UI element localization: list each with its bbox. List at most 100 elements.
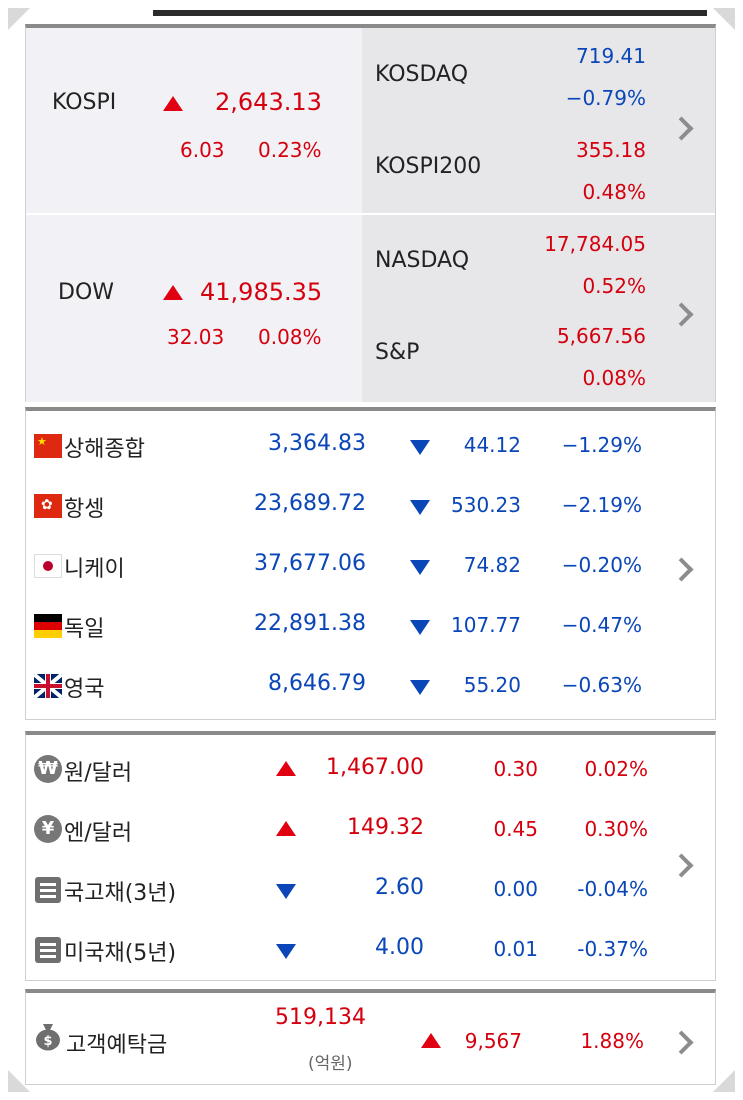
index-panel: KOSPI 2,643.13 6.03 0.23% KOSDAQ 719.41 …: [25, 24, 716, 402]
fx-value: 1,467.00: [326, 755, 424, 780]
nasdaq-label: NASDAQ: [375, 248, 470, 273]
global-value: 23,689.72: [254, 491, 366, 516]
kospi-block[interactable]: [26, 28, 362, 213]
down-arrow-icon: [410, 680, 430, 695]
global-change: 44.12: [463, 433, 521, 457]
global-name: 상해종합: [64, 437, 145, 462]
kospi200-label: KOSPI200: [375, 154, 482, 179]
kosdaq-pct: −0.79%: [565, 86, 646, 110]
sp-pct: 0.08%: [582, 366, 646, 390]
dow-value: 41,985.35: [200, 278, 323, 306]
fx-name: 미국채(5년): [64, 941, 177, 966]
global-name: 항셍: [64, 497, 105, 522]
dow-label: DOW: [58, 280, 115, 305]
fx-name: 엔/달러: [64, 821, 133, 846]
down-arrow-icon: [410, 620, 430, 635]
kospi-label: KOSPI: [52, 90, 117, 115]
global-pct: −0.47%: [561, 613, 642, 637]
frame-corner: [8, 8, 30, 30]
global-name: 니케이: [64, 557, 125, 582]
fx-bond-panel[interactable]: ₩ 원/달러 1,467.00 0.30 0.02% ¥ 엔/달러 149.32…: [25, 731, 716, 981]
deposit-change: 9,567: [464, 1029, 522, 1053]
fx-pct: 0.30%: [584, 817, 648, 841]
fx-pct: -0.04%: [577, 877, 648, 901]
sp-value: 5,667.56: [556, 324, 646, 348]
bond-icon: [35, 877, 61, 903]
kospi200-pct: 0.48%: [582, 180, 646, 204]
down-arrow-icon: [276, 884, 296, 899]
uk-flag-icon: [34, 674, 62, 698]
global-change: 530.23: [451, 493, 521, 517]
down-arrow-icon: [410, 440, 430, 455]
up-arrow-icon: [276, 821, 296, 836]
nasdaq-value: 17,784.05: [544, 232, 646, 256]
dow-block[interactable]: [26, 215, 362, 402]
fx-value: 2.60: [375, 875, 424, 900]
global-value: 3,364.83: [268, 431, 366, 456]
won-icon: ₩: [34, 755, 62, 783]
kospi-change: 6.03: [180, 138, 225, 162]
fx-pct: -0.37%: [577, 937, 648, 961]
up-arrow-icon: [276, 761, 296, 776]
global-pct: −0.63%: [561, 673, 642, 697]
fx-value: 149.32: [347, 815, 424, 840]
up-arrow-icon: [421, 1033, 441, 1048]
deposit-value: 519,134: [275, 1005, 366, 1030]
fx-change: 0.45: [493, 817, 538, 841]
fx-change: 0.01: [493, 937, 538, 961]
china-flag-icon: ★: [34, 434, 62, 458]
fx-name: 원/달러: [64, 761, 133, 786]
global-change: 55.20: [463, 673, 521, 697]
down-arrow-icon: [276, 944, 296, 959]
global-change: 107.77: [451, 613, 521, 637]
global-name: 독일: [64, 617, 105, 642]
deposit-pct: 1.88%: [580, 1029, 644, 1053]
frame-corner: [713, 1070, 735, 1092]
top-bar: [153, 10, 707, 16]
chevron-right-icon[interactable]: [669, 853, 694, 878]
hongkong-flag-icon: ✿: [34, 494, 62, 518]
kosdaq-label: KOSDAQ: [375, 62, 469, 87]
fx-name: 국고채(3년): [64, 881, 177, 906]
chevron-right-icon[interactable]: [669, 1030, 694, 1055]
dow-pct: 0.08%: [258, 325, 322, 349]
kosdaq-kospi200-block[interactable]: [362, 28, 715, 213]
deposit-panel[interactable]: $ 고객예탁금 519,134 (억원) 9,567 1.88%: [25, 989, 716, 1085]
nasdaq-sp-block[interactable]: [362, 215, 715, 402]
bond-icon: [35, 937, 61, 963]
global-value: 37,677.06: [254, 551, 366, 576]
global-pct: −0.20%: [561, 553, 642, 577]
germany-flag-icon: [34, 614, 62, 638]
yen-icon: ¥: [34, 815, 62, 843]
svg-text:$: $: [43, 1034, 52, 1049]
fx-change: 0.30: [493, 757, 538, 781]
dow-change: 32.03: [167, 325, 225, 349]
kospi-pct: 0.23%: [258, 138, 322, 162]
down-arrow-icon: [410, 560, 430, 575]
fx-change: 0.00: [493, 877, 538, 901]
sp-label: S&P: [375, 340, 420, 365]
down-arrow-icon: [410, 500, 430, 515]
up-arrow-icon: [163, 285, 183, 300]
up-arrow-icon: [163, 96, 183, 111]
global-index-panel[interactable]: ★ 상해종합 3,364.83 44.12 −1.29% ✿ 항셍 23,689…: [25, 407, 716, 720]
money-bag-icon: $: [35, 1021, 61, 1051]
japan-flag-icon: [34, 554, 62, 578]
global-pct: −1.29%: [561, 433, 642, 457]
frame-corner: [8, 1070, 30, 1092]
frame-corner: [713, 8, 735, 30]
global-value: 8,646.79: [268, 671, 366, 696]
global-change: 74.82: [463, 553, 521, 577]
kosdaq-value: 719.41: [576, 44, 646, 68]
fx-value: 4.00: [375, 935, 424, 960]
global-name: 영국: [64, 677, 105, 702]
kospi200-value: 355.18: [576, 138, 646, 162]
kospi-value: 2,643.13: [215, 88, 322, 116]
fx-pct: 0.02%: [584, 757, 648, 781]
global-pct: −2.19%: [561, 493, 642, 517]
deposit-label: 고객예탁금: [66, 1033, 168, 1058]
deposit-unit: (억원): [308, 1054, 353, 1074]
chevron-right-icon[interactable]: [669, 557, 694, 582]
nasdaq-pct: 0.52%: [582, 274, 646, 298]
global-value: 22,891.38: [254, 611, 366, 636]
